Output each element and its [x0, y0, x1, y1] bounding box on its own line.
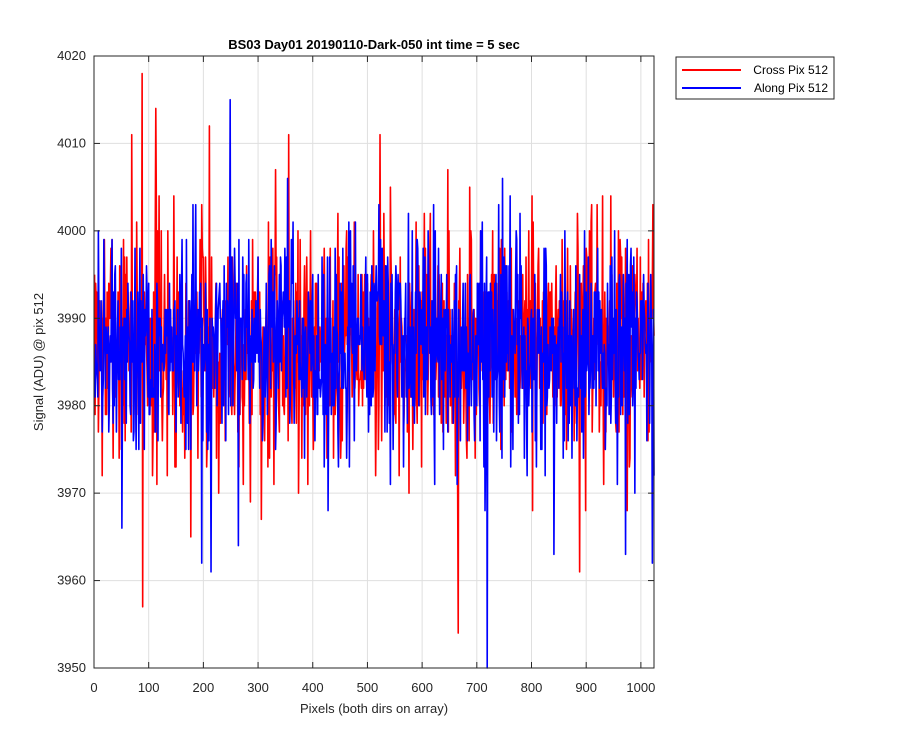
y-tick-label: 3960 [57, 573, 86, 588]
y-tick-label: 4000 [57, 223, 86, 238]
x-tick-label: 300 [247, 680, 269, 695]
legend-box [675, 56, 835, 100]
series-layer [93, 72, 655, 669]
series-line-along [94, 98, 655, 669]
x-tick-label: 900 [575, 680, 597, 695]
y-tick-label: 4010 [57, 135, 86, 150]
x-tick-label: 1000 [626, 680, 655, 695]
legend-label-cross: Cross Pix 512 [753, 63, 828, 77]
x-tick-label: 400 [302, 680, 324, 695]
x-tick-label: 100 [138, 680, 160, 695]
legend-label-along: Along Pix 512 [754, 81, 828, 95]
x-tick-label: 500 [357, 680, 379, 695]
x-axis-label: Pixels (both dirs on array) [300, 701, 448, 716]
x-tick-label: 600 [411, 680, 433, 695]
y-axis-label: Signal (ADU) @ pix 512 [31, 293, 46, 431]
chart-title: BS03 Day01 20190110-Dark-050 int time = … [228, 37, 520, 52]
y-tick-label: 3970 [57, 485, 86, 500]
y-tick-label: 3980 [57, 398, 86, 413]
axis-ticks: 0 100 200 300 400 500 600 700 800 900 1000 3950 3960… [57, 48, 655, 695]
y-tick-label: 4020 [57, 48, 86, 63]
x-tick-label: 700 [466, 680, 488, 695]
x-tick-label: 800 [521, 680, 543, 695]
plot-frame [93, 55, 655, 669]
x-tick-label: 200 [193, 680, 215, 695]
y-tick-label: 3990 [57, 310, 86, 325]
y-tick-label: 3950 [57, 660, 86, 675]
x-tick-label: 0 [90, 680, 97, 695]
legend: Cross Pix 512 Along Pix 512 [675, 56, 835, 100]
